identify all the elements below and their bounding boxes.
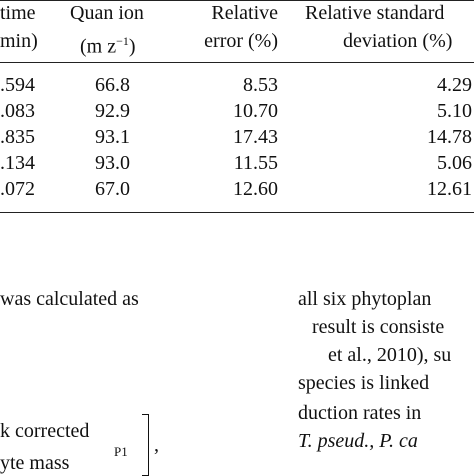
- cell-relative-error: 8.53: [243, 74, 278, 96]
- cell-relative-error: 12.60: [233, 178, 278, 200]
- cell-time: .835: [0, 126, 35, 148]
- cell-rsd: 14.78: [427, 126, 472, 148]
- right-text-line3: et al., 2010), su: [328, 344, 452, 366]
- cell-time: .072: [0, 178, 35, 200]
- table-top-rule: [0, 0, 474, 1]
- table-bottom-rule: [0, 212, 474, 213]
- left-text-subscript: P1: [114, 444, 128, 459]
- header-relative-error-line1: Relative: [211, 2, 278, 24]
- cell-quan-ion: 92.9: [95, 100, 130, 122]
- right-text-line5: duction rates in: [298, 402, 422, 424]
- cell-quan-ion: 93.1: [95, 126, 130, 148]
- header-quan-line2: (m z−1): [80, 34, 136, 58]
- right-text-line6: T. pseud., P. ca: [298, 430, 418, 452]
- right-text-line4: species is linked: [298, 372, 430, 394]
- cell-rsd: 4.29: [437, 74, 472, 96]
- cell-rsd: 5.10: [437, 100, 472, 122]
- header-quan-line1: Quan ion: [70, 2, 144, 24]
- cell-time: .594: [0, 74, 35, 96]
- cell-relative-error: 11.55: [233, 152, 278, 174]
- left-text-line1: was calculated as: [0, 288, 139, 310]
- equation-bracket: [142, 414, 149, 476]
- cell-quan-ion: 67.0: [95, 178, 130, 200]
- cell-quan-ion: 93.0: [95, 152, 130, 174]
- left-text-line3: yte mass: [0, 452, 70, 474]
- header-rsd-line2: deviation (%): [343, 30, 453, 52]
- cell-time: .134: [0, 152, 35, 174]
- left-text-line2: k corrected: [0, 420, 90, 442]
- cell-quan-ion: 66.8: [95, 74, 130, 96]
- cell-relative-error: 17.43: [233, 126, 278, 148]
- cell-relative-error: 10.70: [233, 100, 278, 122]
- header-time-line2: min): [0, 30, 38, 52]
- cell-time: .083: [0, 100, 35, 122]
- cell-rsd: 12.61: [427, 178, 472, 200]
- header-time-line1: time: [0, 2, 36, 24]
- right-text-line2: result is consiste: [312, 316, 445, 338]
- left-text-comma: ,: [154, 434, 159, 456]
- header-rsd-line1: Relative standard: [305, 2, 445, 24]
- header-bottom-rule: [0, 62, 474, 63]
- header-relative-error-line2: error (%): [204, 30, 278, 52]
- right-text-line1: all six phytoplan: [298, 288, 432, 310]
- cell-rsd: 5.06: [437, 152, 472, 174]
